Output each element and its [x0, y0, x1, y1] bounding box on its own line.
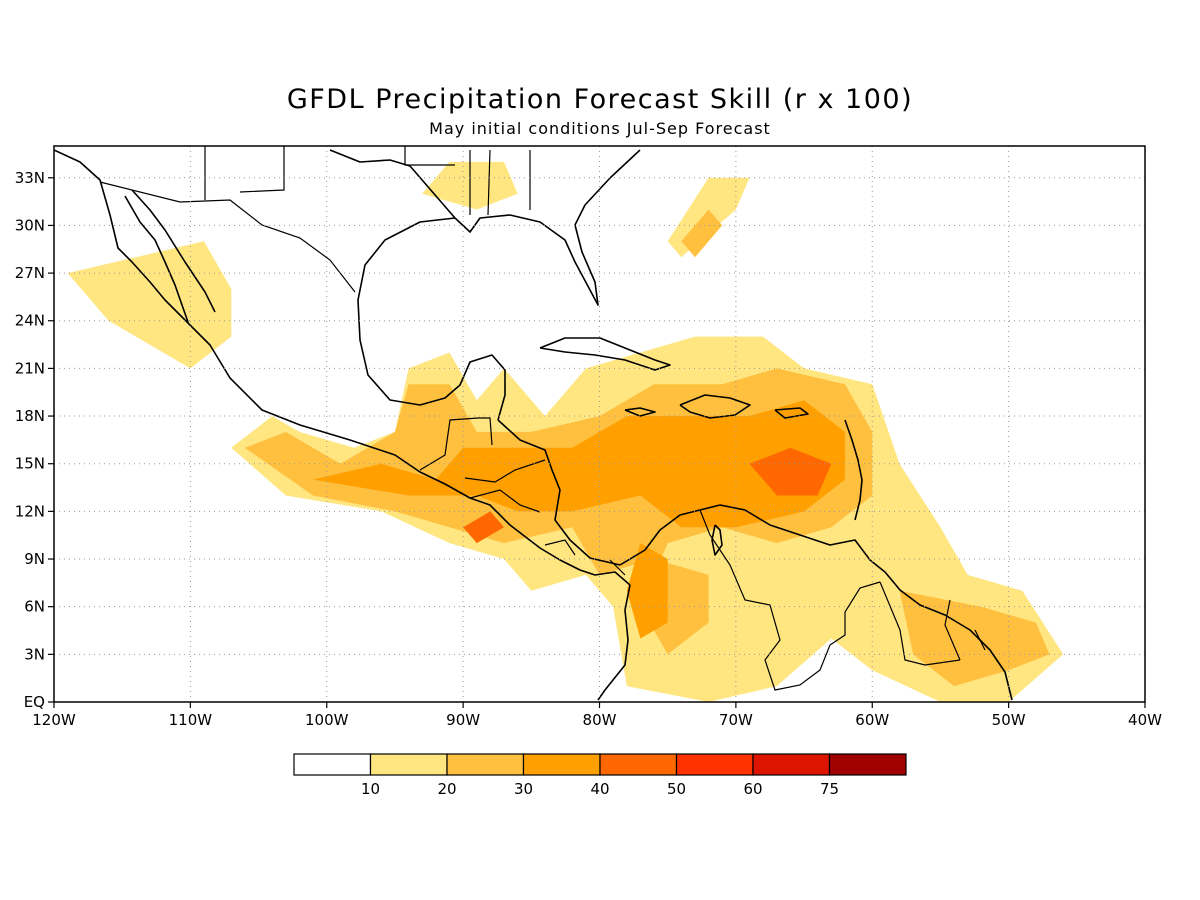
longitude-label: 120W — [32, 711, 76, 729]
country-borders — [99, 146, 986, 691]
longitude-label: 80W — [583, 711, 617, 729]
latitude-label: 18N — [15, 407, 45, 425]
latitude-label: 9N — [24, 550, 45, 568]
map-subtitle: May initial conditions Jul-Sep Forecast — [429, 119, 771, 138]
longitude-label: 70W — [719, 711, 753, 729]
colorbar-label: 30 — [514, 780, 533, 798]
border-us-states — [204, 146, 531, 216]
latitude-label: 12N — [15, 502, 45, 520]
map-title: GFDL Precipitation Forecast Skill (r x 1… — [286, 84, 914, 115]
latitude-labels: EQ 3N 6N 9N 12N 15N 18N 21N 24N 27N 30N 33N — [15, 169, 45, 711]
coastlines — [54, 149, 1013, 701]
skill-region-5 — [899, 590, 1050, 687]
skill-region-8 — [626, 543, 668, 639]
coastline-baja-gulf-side — [131, 189, 216, 313]
longitude-labels: 120W 110W 100W 90W 80W 70W 60W 50W 40W — [32, 711, 1162, 729]
border-colombia-venezuela — [699, 509, 881, 691]
latitude-label: 33N — [15, 169, 45, 187]
coastline-lesser-antilles — [844, 419, 863, 521]
latitude-label: 24N — [15, 312, 45, 330]
latitude-label: 15N — [15, 455, 45, 473]
coastline-jamaica — [624, 407, 656, 417]
coastline-cuba — [539, 337, 671, 371]
colorbar-swatch-6 — [752, 753, 831, 776]
colorbar-swatch-0 — [293, 753, 372, 776]
colorbar-label: 20 — [437, 780, 456, 798]
colorbar-swatch-4 — [599, 753, 678, 776]
skill-region-9 — [749, 447, 832, 496]
axis-ticks — [48, 177, 1146, 708]
latitude-label: EQ — [24, 693, 45, 711]
colorbar-swatch-7 — [828, 753, 907, 776]
coastline-north-america-pacific — [54, 149, 631, 586]
longitude-label: 40W — [1128, 711, 1162, 729]
colorbar: 10 20 30 40 50 60 75 — [293, 753, 907, 798]
colorbar-label: 10 — [361, 780, 380, 798]
latitude-label: 21N — [15, 359, 45, 377]
colorbar-swatch-2 — [446, 753, 525, 776]
latitude-label: 27N — [15, 264, 45, 282]
longitude-label: 110W — [169, 711, 213, 729]
coastline-baja-california — [124, 195, 189, 323]
longitude-label: 60W — [855, 711, 889, 729]
coastline-mexico-gulf — [357, 217, 506, 421]
colorbar-swatch-5 — [675, 753, 754, 776]
colorbar-label: 75 — [820, 780, 839, 798]
coastline-hispaniola — [679, 394, 751, 419]
border-central-america — [464, 459, 576, 556]
longitude-label: 90W — [446, 711, 480, 729]
border-panama-colombia — [609, 559, 626, 576]
colorbar-label: 40 — [590, 780, 609, 798]
colorbar-swatch-3 — [522, 753, 601, 776]
border-mexico-guatemala — [419, 417, 493, 471]
coastline-lake-maracaibo — [711, 524, 723, 556]
colorbar-swatch-1 — [369, 753, 448, 776]
colorbar-label: 50 — [667, 780, 686, 798]
coastline-puerto-rico — [774, 407, 809, 419]
skill-region-10 — [463, 511, 504, 544]
latitude-label: 6N — [24, 598, 45, 616]
colorbar-label: 60 — [743, 780, 762, 798]
coastline-south-america-north — [619, 504, 1013, 701]
latitude-label: 30N — [15, 216, 45, 234]
graticule — [54, 146, 1145, 702]
longitude-label: 50W — [992, 711, 1026, 729]
skill-region-6 — [681, 209, 723, 258]
coastline-south-america-pacific — [597, 584, 631, 701]
border-us-mexico — [99, 181, 356, 293]
latitude-label: 3N — [24, 645, 45, 663]
coastline-central-america-caribbean — [497, 419, 621, 566]
longitude-label: 100W — [305, 711, 349, 729]
border-guyana-suriname — [879, 581, 986, 666]
